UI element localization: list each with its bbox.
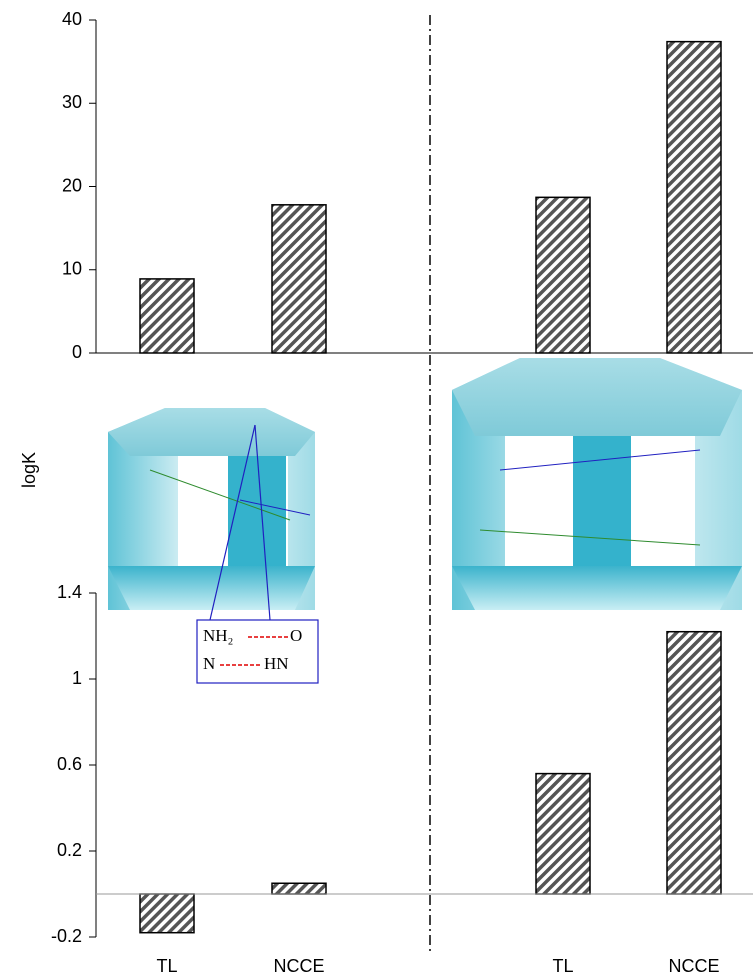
y-tick-label: 0.2 — [57, 840, 82, 860]
y-axis-label: logK — [19, 452, 39, 488]
y-tick-label: 0 — [72, 342, 82, 362]
bar — [140, 894, 194, 933]
y-tick-label: 30 — [62, 92, 82, 112]
y-tick-label: 40 — [62, 9, 82, 29]
x-tick-label: TL — [156, 956, 177, 976]
y-tick-label: -0.2 — [51, 926, 82, 946]
bar — [272, 883, 326, 894]
callout-donor: N — [203, 654, 215, 673]
y-tick-label: 20 — [62, 175, 82, 195]
molecule-illustration-left — [108, 408, 315, 610]
bar — [536, 197, 590, 353]
bar — [536, 774, 590, 894]
x-tick-label: NCCE — [668, 956, 719, 976]
bar — [140, 279, 194, 353]
y-tick-label: 1.4 — [57, 582, 82, 602]
bar — [272, 205, 326, 353]
callout-donor: NH₂ — [203, 626, 233, 645]
bar — [667, 632, 721, 894]
y-tick-label: 1 — [72, 668, 82, 688]
callout-acceptor: O — [290, 626, 302, 645]
chart: logK NH₂ O N HN 0 10 20 30 40 -0.2 0.2 0.6 1 1.4 T… — [0, 0, 753, 979]
bar — [667, 42, 721, 353]
y-tick-label: 10 — [62, 259, 82, 279]
y-tick-label: 0.6 — [57, 754, 82, 774]
x-tick-label: NCCE — [273, 956, 324, 976]
callout-acceptor: HN — [264, 654, 289, 673]
x-tick-label: TL — [552, 956, 573, 976]
molecule-illustration-right — [452, 358, 742, 610]
